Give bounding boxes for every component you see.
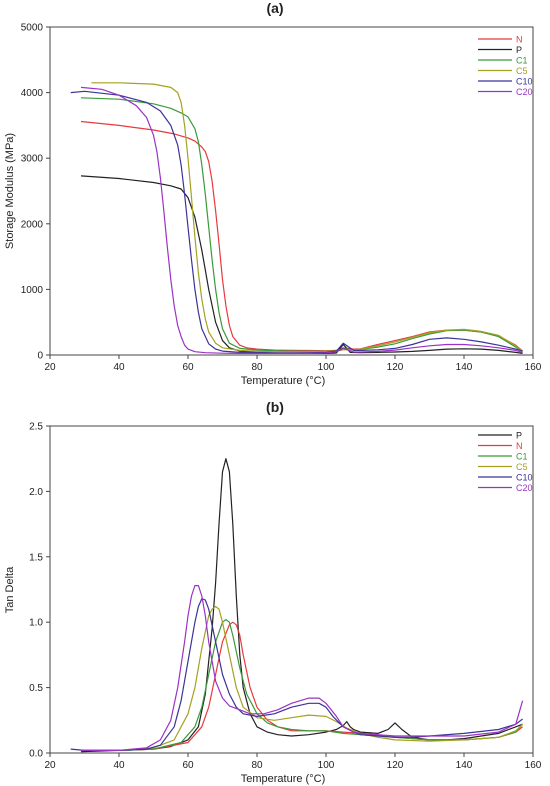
panel-a-ylabel: Storage Modulus (MPa) xyxy=(4,133,16,249)
x-tick-label: 40 xyxy=(113,362,125,373)
y-tick-label: 1000 xyxy=(21,285,44,296)
panel-a-storage-modulus: (a) 20 40 60 80 100 120 140 160 0 1000 2000 3000 400… xyxy=(4,0,542,387)
y-tick-label: 3000 xyxy=(21,154,44,165)
x-tick-label: 140 xyxy=(456,760,473,771)
panel-b-plot-area: 20 40 60 80 100 120 140 160 0.0 0.5 1.0 1.5 2.0 2.5 PN… xyxy=(29,422,542,772)
x-tick-label: 160 xyxy=(525,362,542,373)
x-tick-label: 40 xyxy=(113,760,125,771)
x-tick-label: 80 xyxy=(251,760,263,771)
panel-b-label: (b) xyxy=(266,399,284,415)
y-tick-label: 2.5 xyxy=(29,422,43,433)
x-tick-label: 20 xyxy=(44,760,56,771)
y-tick-label: 4000 xyxy=(21,88,44,99)
plot-frame xyxy=(49,425,534,754)
legend-label-c20: C20 xyxy=(516,87,533,97)
y-tick-label: 1.5 xyxy=(29,552,43,563)
x-tick-label: 120 xyxy=(387,760,404,771)
panel-a-plot-area: 20 40 60 80 100 120 140 160 0 1000 2000 3000 4000 500… xyxy=(21,23,542,374)
series-line-c5 xyxy=(81,605,524,751)
legend-label-n: N xyxy=(516,35,523,45)
series-line-n xyxy=(81,621,523,751)
y-tick-label: 0 xyxy=(37,351,43,362)
legend-label-c5: C5 xyxy=(516,462,528,472)
plot-frame xyxy=(49,26,534,356)
x-tick-label: 60 xyxy=(182,362,194,373)
x-tick-label: 140 xyxy=(456,362,473,373)
x-tick-label: 20 xyxy=(44,362,56,373)
legend-label-c1: C1 xyxy=(516,452,528,462)
x-tick-label: 120 xyxy=(387,362,404,373)
y-tick-label: 0.0 xyxy=(29,749,43,760)
series-line-c20 xyxy=(81,585,524,751)
x-tick-label: 160 xyxy=(525,760,542,771)
legend-label-c10: C10 xyxy=(516,77,533,87)
legend-label-p: P xyxy=(516,431,522,441)
x-tick-label: 60 xyxy=(182,760,194,771)
y-tick-label: 5000 xyxy=(21,23,44,34)
panel-b-xlabel: Temperature (°C) xyxy=(241,773,325,785)
series-line-c10 xyxy=(70,598,523,751)
panel-b-tan-delta: (b) 20 40 60 80 100 120 140 1600.00.51.01.52.02… xyxy=(4,399,542,785)
y-tick-label: 0.5 xyxy=(29,683,43,694)
x-tick-label: 80 xyxy=(251,362,263,373)
series-line-p xyxy=(80,175,523,354)
x-tick-label: 100 xyxy=(318,362,335,373)
legend-label-c10: C10 xyxy=(516,473,533,483)
legend-label-c1: C1 xyxy=(516,56,528,66)
series-line-c1 xyxy=(80,97,523,352)
series-line-p xyxy=(80,458,523,753)
legend-label-c20: C20 xyxy=(516,483,533,493)
series-line-c1 xyxy=(81,619,524,751)
panel-b-ylabel: Tan Delta xyxy=(4,566,16,613)
series-line-c10 xyxy=(70,90,523,354)
series-line-c5 xyxy=(91,82,523,353)
legend-label-c5: C5 xyxy=(516,66,528,76)
panel-a-xlabel: Temperature (°C) xyxy=(241,375,325,387)
panel-a-label: (a) xyxy=(266,0,283,16)
series-line-c20 xyxy=(80,86,523,354)
y-tick-label: 1.0 xyxy=(29,618,43,629)
y-tick-label: 2000 xyxy=(21,219,44,230)
x-tick-label: 100 xyxy=(318,760,335,771)
series-line-n xyxy=(80,120,523,352)
legend-label-p: P xyxy=(516,45,522,55)
legend-label-n: N xyxy=(516,441,523,451)
y-tick-label: 2.0 xyxy=(29,487,43,498)
